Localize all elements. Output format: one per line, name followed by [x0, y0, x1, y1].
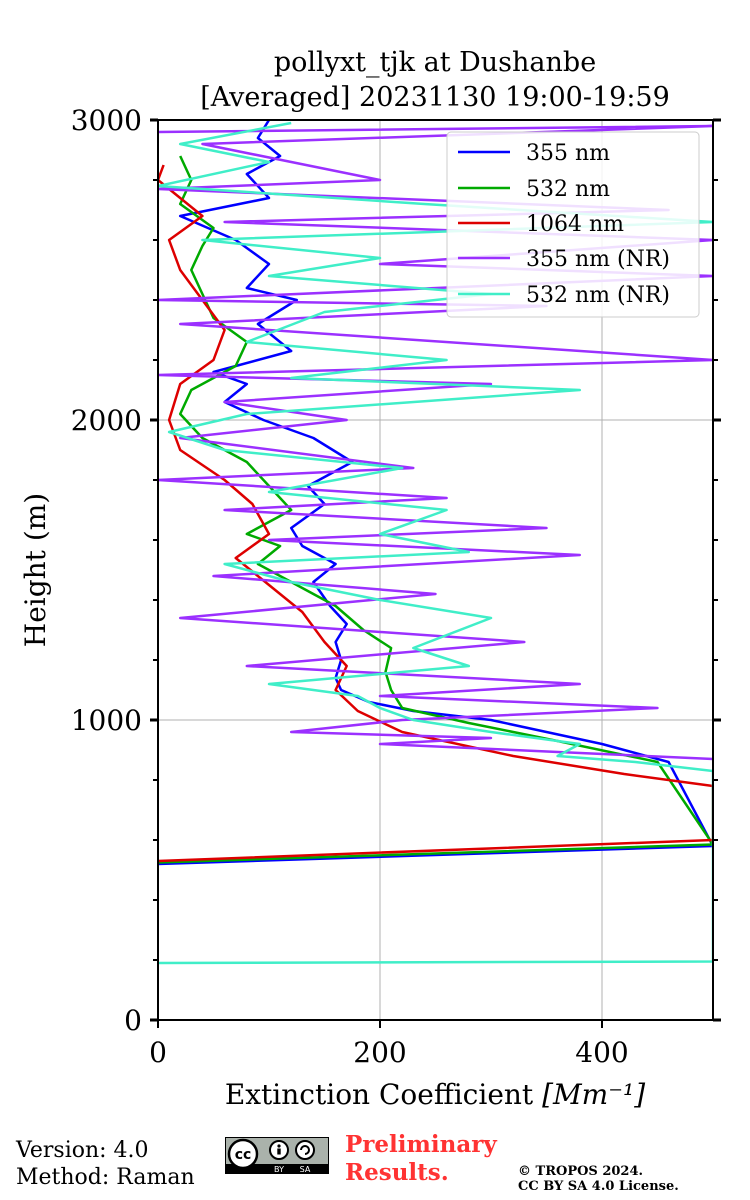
preliminary-line-2: Results. [345, 1159, 449, 1186]
legend-box [446, 131, 700, 318]
y-tick-label-1000: 1000 [71, 704, 142, 737]
legend-label-1064: 1064 nm [526, 212, 624, 237]
chart-subtitle: [Averaged] 20231130 19:00-19:59 [200, 82, 670, 113]
series-line-532-nm-nr- [158, 121, 713, 965]
y-tick-label-3000: 3000 [71, 104, 142, 137]
plot-frame [157, 119, 714, 1021]
y-axis-label: Height (m) [19, 493, 52, 647]
badge-cc-text: cc [235, 1147, 252, 1163]
badge-sa-text: SA [300, 1165, 311, 1174]
y-tick-label-0: 0 [124, 1004, 142, 1037]
y-tick-label-2000: 2000 [71, 404, 142, 437]
preliminary-results-note: Preliminary Results. [345, 1131, 497, 1187]
axis-ticks [150, 118, 721, 1028]
cc-by-sa-badge-icon: cc BY SA [225, 1137, 329, 1174]
legend-label-355: 355 nm [526, 141, 610, 166]
version-label: Version: 4.0 [16, 1138, 149, 1163]
copyright-note: © TROPOS 2024. CC BY SA 4.0 License. [518, 1164, 679, 1194]
legend-label-355-nr: 355 nm (NR) [526, 247, 670, 272]
extinction-profile-chart: pollyxt_tjk at Dushanbe [Averaged] 20231… [19, 47, 721, 1111]
x-axis-label: Extinction Coefficient [Mm⁻¹] [225, 1078, 645, 1111]
x-tick-label-200: 200 [353, 1036, 406, 1069]
method-label: Method: Raman [16, 1165, 195, 1190]
copyright-line-2: CC BY SA 4.0 License. [518, 1179, 679, 1194]
series-line-355-nm-nr- [158, 124, 713, 761]
legend-label-532: 532 nm [526, 177, 610, 202]
chart-title: pollyxt_tjk at Dushanbe [274, 47, 596, 78]
legend-label-532-nr: 532 nm (NR) [526, 283, 670, 308]
x-tick-label-0: 0 [149, 1036, 167, 1069]
copyright-line-1: © TROPOS 2024. [518, 1164, 644, 1179]
x-tick-label-400: 400 [575, 1036, 628, 1069]
badge-by-text: BY [274, 1165, 284, 1174]
series-line-532-nm [158, 155, 713, 864]
legend: 355 nm 532 nm 1064 nm 355 nm (NR) 532 nm… [446, 131, 700, 318]
series-layer [158, 120, 713, 965]
preliminary-line-1: Preliminary [345, 1131, 497, 1158]
